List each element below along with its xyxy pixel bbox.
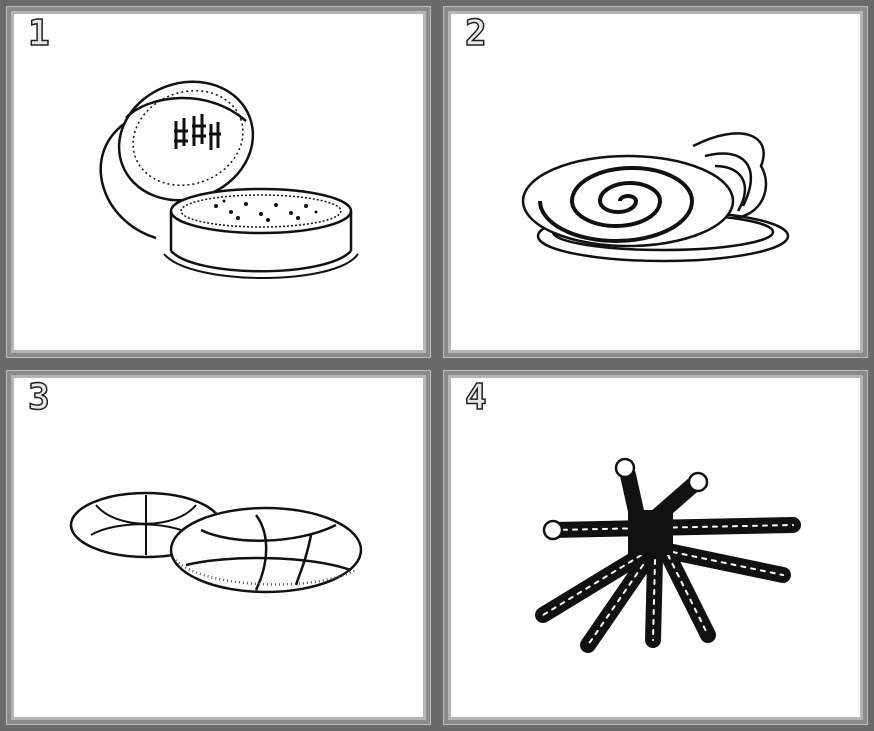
panel-2: 2 — [437, 0, 874, 364]
fried-dough-sticks-icon — [535, 457, 801, 653]
panel-number: 2 — [464, 13, 487, 55]
panel-1: 1 — [0, 0, 437, 364]
mooncake-box-icon — [99, 80, 359, 279]
swirl-pastry-icon — [521, 132, 790, 263]
panel-number: 3 — [27, 377, 50, 419]
flower-bun-icon — [69, 491, 363, 594]
panel-number: 1 — [27, 13, 50, 55]
panel-4: 4 — [437, 364, 874, 731]
panel-number: 4 — [464, 377, 487, 419]
panel-3: 3 — [0, 364, 437, 731]
